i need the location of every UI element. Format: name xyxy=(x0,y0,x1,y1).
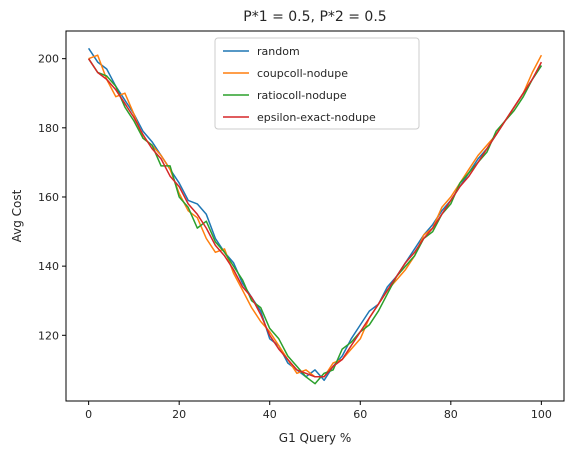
legend-label-0: random xyxy=(257,45,300,58)
legend: random coupcoll-nodupe ratiocoll-nodupe eps… xyxy=(214,37,420,130)
plot-frame xyxy=(65,30,565,402)
y-axis-label: Avg Cost xyxy=(10,189,24,242)
y-tick-label-4: 200 xyxy=(38,53,59,66)
x-axis-label: G1 Query % xyxy=(279,431,351,445)
y-tick-label-2: 160 xyxy=(38,191,59,204)
x-tick-label-2: 40 xyxy=(263,408,277,421)
y-tick-label-3: 180 xyxy=(38,122,59,135)
x-tick-label-0: 0 xyxy=(85,408,92,421)
legend-label-1: coupcoll-nodupe xyxy=(257,67,348,80)
plot-area xyxy=(87,47,543,385)
x-tick-label-5: 100 xyxy=(531,408,552,421)
axis-ticks: 0 20 40 60 80 100 120 140 160 180 200 xyxy=(38,53,552,421)
legend-label-2: ratiocoll-nodupe xyxy=(257,89,347,102)
x-tick-label-1: 20 xyxy=(172,408,186,421)
y-tick-label-0: 120 xyxy=(38,329,59,342)
x-tick-label-3: 60 xyxy=(353,408,367,421)
x-tick-label-4: 80 xyxy=(444,408,458,421)
chart-title: P*1 = 0.5, P*2 = 0.5 xyxy=(243,9,386,25)
legend-box xyxy=(214,37,420,130)
y-tick-label-1: 140 xyxy=(38,260,59,273)
legend-label-3: epsilon-exact-nodupe xyxy=(257,111,376,124)
series-line-3 xyxy=(87,58,543,378)
